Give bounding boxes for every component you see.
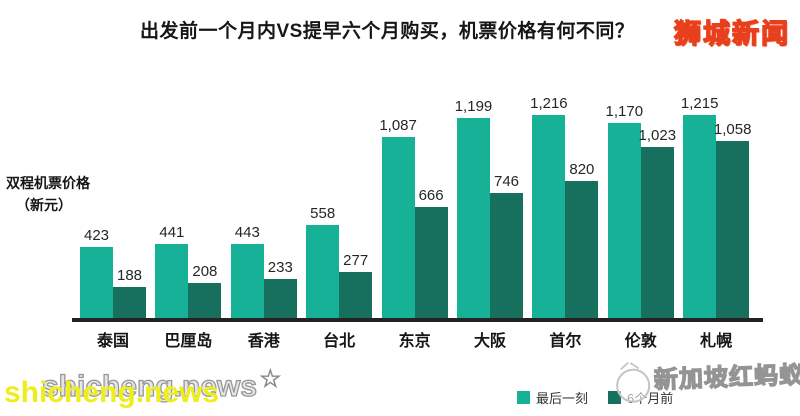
bar-value-label: 746: [493, 173, 520, 190]
star-icon: ☆: [259, 365, 282, 394]
bar-value-label: 558: [310, 205, 336, 222]
bar: [457, 118, 490, 318]
bar-value-label: 208: [192, 263, 218, 280]
bar-value-label: 1,023: [638, 127, 677, 144]
bar-value-label: 1,170: [605, 103, 644, 120]
redants-watermark-text: 新加坡红蚂蚁: [653, 361, 800, 395]
legend-item-last-minute: 最后一刻: [517, 388, 588, 407]
bar: [339, 272, 373, 318]
bar: [80, 247, 113, 318]
bar-value-label: 1,215: [680, 95, 719, 112]
redants-watermark: 新加坡红蚂蚁: [615, 355, 800, 404]
bar-value-label: 188: [116, 267, 143, 284]
bar-value-label: 423: [83, 227, 110, 244]
shicheng-news-logo: 狮城新闻: [673, 18, 790, 49]
bar: [230, 244, 264, 318]
category-label: 泰国: [96, 333, 129, 350]
category-label: 札幌: [700, 333, 733, 350]
bar: [188, 283, 222, 318]
bar: [113, 287, 146, 318]
bar-value-label: 1,199: [454, 98, 493, 115]
watermark-shicheng-news: shicheng.news: [4, 376, 220, 409]
watermark-back: shicheng.news☆: [41, 365, 282, 404]
category-label: 东京: [398, 333, 431, 350]
bar-value-label: 233: [267, 259, 293, 276]
bar-value-label: 441: [159, 224, 185, 241]
bar-value-label: 666: [418, 187, 444, 204]
bar: [381, 137, 415, 318]
watermark-back-text: shicheng.news: [41, 369, 258, 403]
category-label: 大阪: [473, 333, 506, 350]
category-label: 台北: [323, 333, 356, 350]
legend-swatch-last-minute: [517, 391, 530, 404]
page-title: 出发前一个月内VS提早六个月购买，机票价格有何不同？: [140, 21, 635, 42]
bar: [683, 115, 717, 318]
category-label: 香港: [247, 333, 280, 350]
x-axis-baseline: [72, 318, 763, 322]
bar: [607, 123, 641, 318]
bar: [263, 279, 297, 318]
bar: [414, 207, 448, 318]
bar-value-label: 277: [343, 252, 369, 269]
category-label: 首尔: [549, 333, 582, 350]
bar-value-label: 1,058: [713, 121, 752, 138]
category-label: 巴厘岛: [164, 333, 213, 350]
bar: [640, 147, 674, 318]
category-label: 伦敦: [624, 333, 657, 350]
bar-value-label: 1,087: [379, 117, 417, 134]
bar-value-label: 443: [234, 224, 260, 241]
bar-value-label: 820: [569, 161, 595, 178]
legend-label-last-minute: 最后一刻: [536, 391, 589, 406]
bar: [155, 244, 189, 318]
bar: [490, 193, 523, 318]
bar: [306, 225, 340, 318]
bar-value-label: 1,216: [530, 95, 568, 112]
bar: [532, 115, 566, 318]
y-axis-label-line1: 双程机票价格: [6, 175, 90, 191]
bar: [716, 141, 750, 318]
y-axis-label-line2: （新元）: [16, 197, 72, 214]
bar: [565, 181, 599, 318]
y-axis-label: 双程机票价格 （新元）: [6, 172, 90, 217]
ant-circle-icon: [615, 368, 651, 404]
